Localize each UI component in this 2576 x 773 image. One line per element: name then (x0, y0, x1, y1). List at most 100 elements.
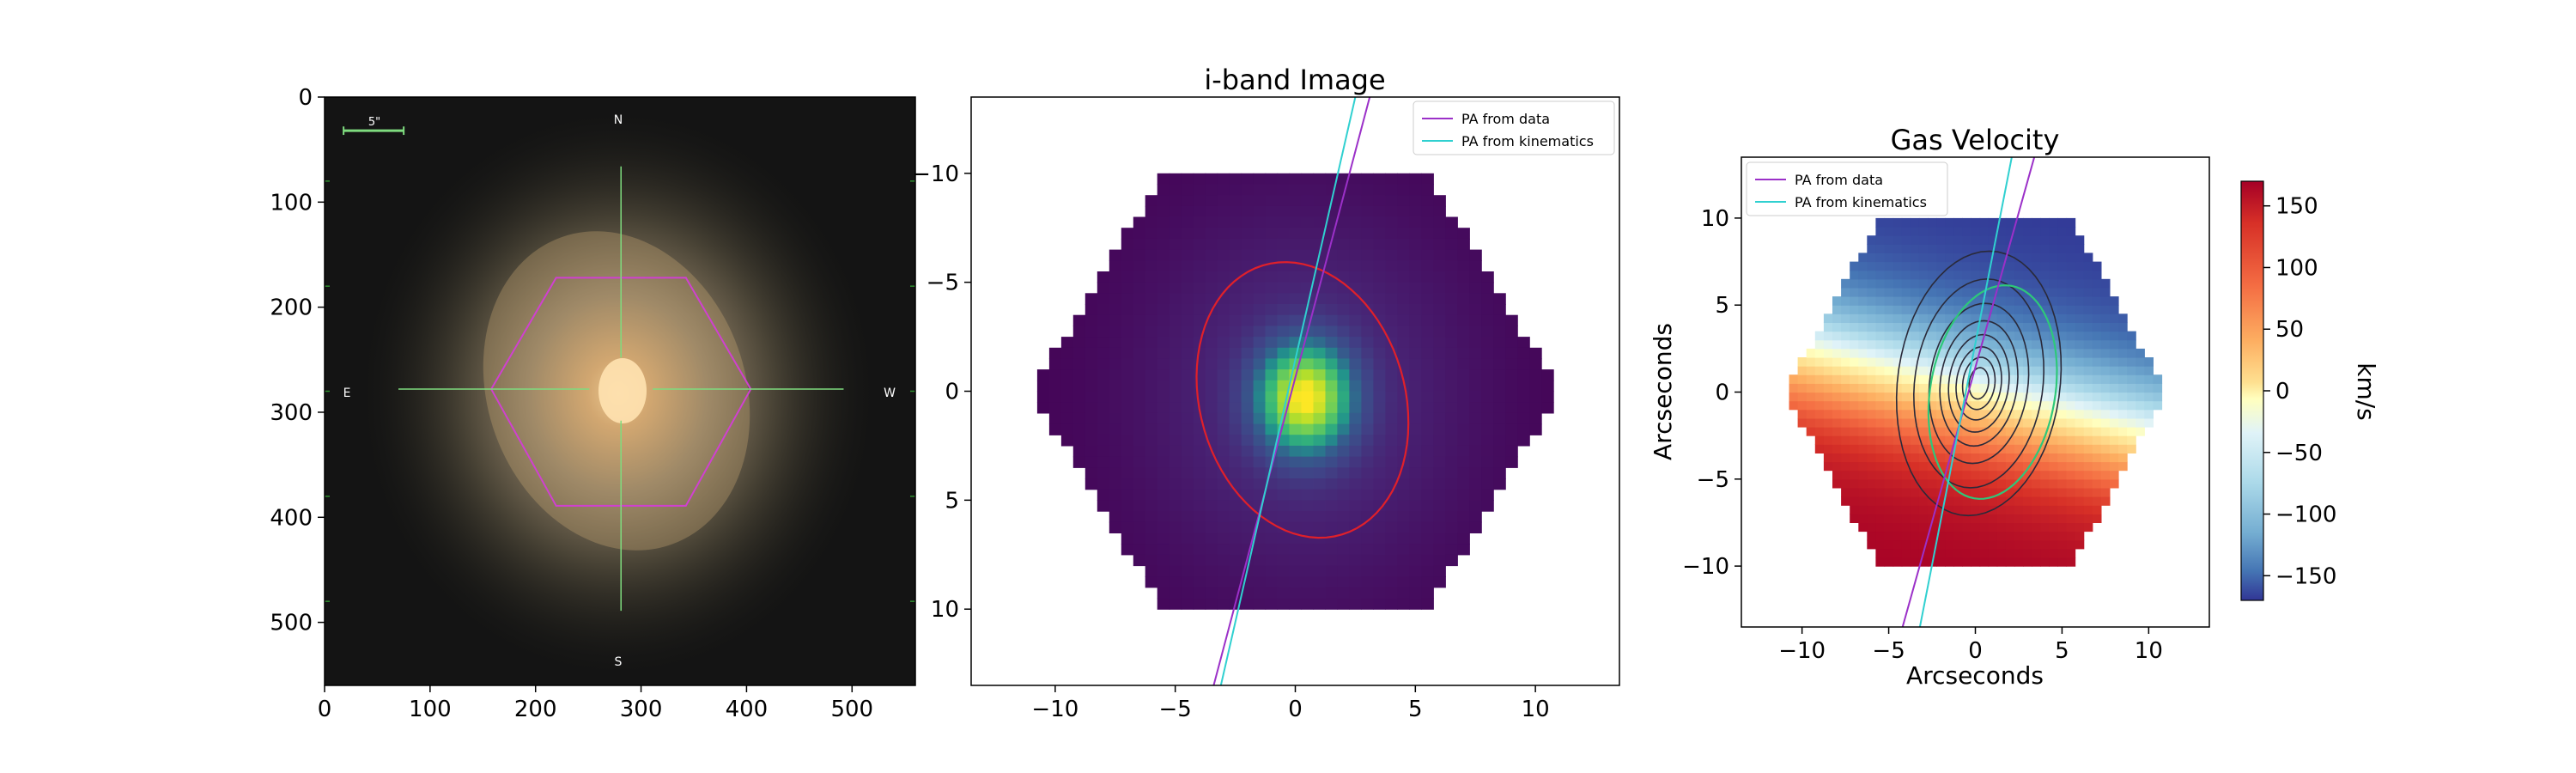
velocity-pixel (2005, 244, 2015, 253)
velocity-pixel (1893, 400, 1903, 411)
velocity-pixel (2032, 444, 2041, 453)
velocity-pixel (1832, 478, 1842, 489)
iband-pixel (1289, 565, 1303, 577)
velocity-pixel (2014, 539, 2024, 550)
iband-pixel (1241, 173, 1255, 186)
velocity-pixel (2144, 392, 2154, 402)
iband-pixel (1361, 533, 1374, 545)
velocity-pixel (2014, 514, 2024, 523)
velocity-pixel (1971, 244, 1981, 253)
velocity-pixel (1979, 339, 1990, 350)
velocity-pixel (1875, 235, 1886, 245)
velocity-pixel (2023, 417, 2032, 428)
velocity-pixel (1945, 348, 1954, 358)
iband-pixel (1433, 314, 1446, 326)
velocity-pixel (1884, 539, 1894, 550)
velocity-pixel (1918, 278, 1929, 289)
velocity-pixel (2083, 505, 2093, 514)
iband-pixel (1325, 554, 1339, 567)
iband-pixel (1265, 533, 1279, 545)
iband-pixel (1397, 489, 1410, 501)
velocity-pixel (1823, 357, 1833, 367)
velocity-pixel (1945, 278, 1954, 289)
iband-pixel (1109, 326, 1122, 338)
velocity-pixel (1867, 366, 1876, 375)
iband-pixel (1277, 533, 1291, 545)
iband-pixel (1349, 412, 1362, 425)
velocity-pixel (1953, 261, 1963, 271)
iband-pixel (1457, 456, 1470, 468)
iband-pixel (1253, 587, 1267, 600)
iband-pixel (1241, 347, 1255, 360)
iband-pixel (1121, 435, 1134, 447)
iband-pixel (1084, 467, 1098, 479)
velocity-pixel (1875, 478, 1886, 489)
iband-pixel (1349, 326, 1362, 338)
velocity-pixel (2092, 505, 2102, 514)
velocity-pixel (1901, 339, 1911, 350)
iband-pixel (1193, 435, 1206, 447)
iband-pixel (1361, 435, 1374, 447)
iband-pixel (1121, 511, 1134, 523)
velocity-pixel (1971, 470, 1981, 480)
velocity-pixel (1850, 444, 1859, 453)
iband-pixel (1433, 467, 1446, 479)
iband-pixel (1181, 205, 1194, 218)
velocity-pixel (2023, 487, 2032, 497)
velocity-pixel (2083, 287, 2093, 297)
iband-pixel (1337, 271, 1350, 283)
velocity-pixel (2083, 278, 2093, 289)
y-tick-label: 300 (270, 400, 313, 426)
velocity-pixel (1953, 522, 1963, 533)
velocity-pixel (2118, 348, 2128, 358)
iband-pixel (1097, 314, 1110, 326)
velocity-pixel (1945, 217, 1954, 228)
velocity-pixel (1893, 305, 1903, 314)
velocity-pixel (2092, 287, 2102, 297)
velocity-pixel (2109, 470, 2119, 480)
iband-pixel (1421, 293, 1434, 305)
iband-pixel (1481, 369, 1494, 381)
velocity-pixel (2049, 287, 2058, 297)
iband-pixel (1385, 205, 1398, 218)
velocity-pixel (2109, 417, 2119, 428)
iband-pixel (1169, 598, 1182, 610)
velocity-pixel (2040, 487, 2050, 497)
velocity-pixel (1936, 322, 1946, 332)
iband-pixel (1193, 304, 1206, 316)
velocity-pixel (2100, 357, 2111, 367)
velocity-pixel (2144, 409, 2154, 419)
velocity-pixel (1962, 453, 1972, 463)
iband-pixel (1409, 554, 1422, 567)
iband-pixel (1373, 380, 1386, 393)
velocity-pixel (2075, 331, 2085, 341)
velocity-pixel (2066, 261, 2076, 271)
velocity-pixel (1797, 417, 1807, 428)
iband-pixel (1433, 533, 1446, 545)
iband-pixel (1505, 380, 1518, 393)
iband-pixel (1205, 369, 1218, 381)
velocity-pixel (2040, 296, 2050, 306)
iband-pixel (1229, 260, 1242, 272)
iband-title: i-band Image (1204, 64, 1385, 96)
velocity-pixel (1962, 253, 1972, 263)
velocity-pixel (1945, 313, 1954, 323)
velocity-pixel (1945, 296, 1954, 306)
iband-pixel (1373, 271, 1386, 283)
iband-pixel (1193, 565, 1206, 577)
velocity-pixel (1962, 435, 1972, 445)
iband-pixel (1313, 489, 1327, 501)
velocity-pixel (2005, 227, 2015, 236)
velocity-pixel (2040, 305, 2050, 314)
velocity-pixel (1850, 331, 1859, 341)
iband-pixel (1409, 412, 1422, 425)
iband-pixel (1157, 554, 1170, 567)
iband-pixel (1325, 587, 1339, 600)
velocity-y-tick-label: 5 (1715, 293, 1729, 319)
iband-pixel (1277, 326, 1291, 338)
iband-pixel (1109, 293, 1122, 305)
iband-pixel (1217, 500, 1230, 512)
velocity-pixel (2127, 339, 2136, 350)
iband-pixel (1313, 467, 1327, 479)
iband-pixel (1229, 314, 1242, 326)
